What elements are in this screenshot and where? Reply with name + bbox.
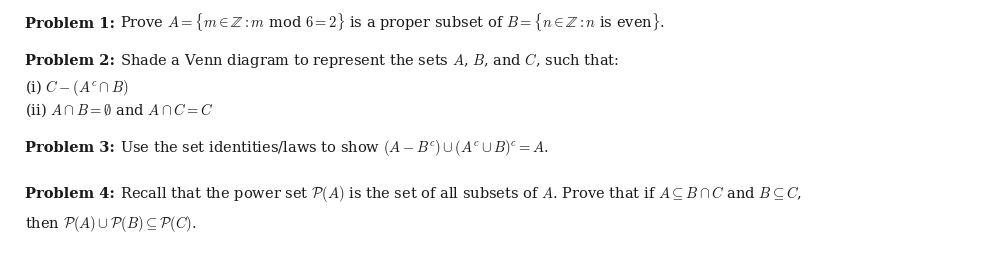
Text: (i) $C - (A^c \cap B)$: (i) $C - (A^c \cap B)$: [25, 78, 128, 98]
Text: Problem 1:: Problem 1:: [25, 17, 120, 31]
Text: Problem 2:: Problem 2:: [25, 54, 120, 68]
Text: (ii) $A \cap B = \emptyset$ and $A \cap C = C$: (ii) $A \cap B = \emptyset$ and $A \cap …: [25, 102, 213, 119]
Text: Shade a Venn diagram to represent the sets $A$, $B$, and $C$, such that:: Shade a Venn diagram to represent the se…: [120, 51, 618, 70]
Text: Use the set identities/laws to show $(A - B^c) \cup (A^c \cup B)^c = A$.: Use the set identities/laws to show $(A …: [120, 138, 548, 158]
Text: Problem 4:: Problem 4:: [25, 187, 120, 201]
Text: Prove $A = \{m \in \mathbb{Z} : m$ mod $6 = 2\}$ is a proper subset of $B = \{n : Prove $A = \{m \in \mathbb{Z} : m$ mod $…: [120, 11, 665, 33]
Text: Problem 3:: Problem 3:: [25, 141, 120, 155]
Text: then $\mathcal{P}(A) \cup \mathcal{P}(B) \subseteq \mathcal{P}(C)$.: then $\mathcal{P}(A) \cup \mathcal{P}(B)…: [25, 214, 196, 234]
Text: Recall that the power set $\mathcal{P}(A)$ is the set of all subsets of $A$. Pro: Recall that the power set $\mathcal{P}(A…: [120, 184, 801, 204]
